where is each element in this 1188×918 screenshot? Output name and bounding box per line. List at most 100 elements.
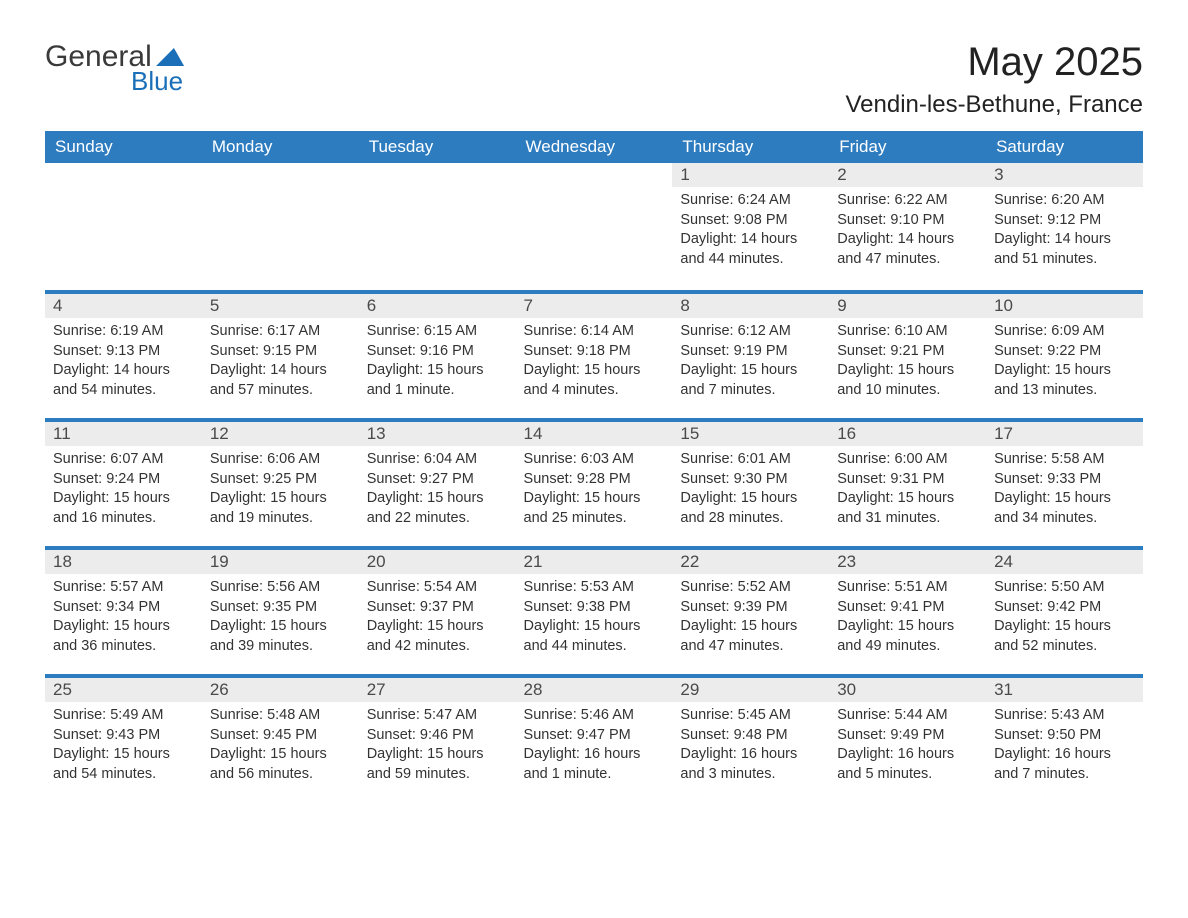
daylight-line: Daylight: 15 hours and 59 minutes. (367, 745, 508, 784)
daylight-line: Daylight: 15 hours and 31 minutes. (837, 489, 978, 528)
calendar-row: 18Sunrise: 5:57 AMSunset: 9:34 PMDayligh… (45, 547, 1143, 675)
sunrise-line: Sunrise: 5:49 AM (53, 706, 194, 726)
daylight-line: Daylight: 14 hours and 51 minutes. (994, 230, 1135, 269)
daylight-line: Daylight: 15 hours and 16 minutes. (53, 489, 194, 528)
weekday-header: Friday (829, 131, 986, 163)
day-info: Sunrise: 6:09 AMSunset: 9:22 PMDaylight:… (986, 318, 1143, 408)
day-info: Sunrise: 6:12 AMSunset: 9:19 PMDaylight:… (672, 318, 829, 408)
day-info: Sunrise: 5:44 AMSunset: 9:49 PMDaylight:… (829, 702, 986, 792)
day-number: 25 (45, 676, 202, 702)
calendar-cell: 29Sunrise: 5:45 AMSunset: 9:48 PMDayligh… (672, 675, 829, 803)
day-number: 21 (516, 548, 673, 574)
sunrise-line: Sunrise: 6:15 AM (367, 322, 508, 342)
day-number: 19 (202, 548, 359, 574)
calendar-cell: 1Sunrise: 6:24 AMSunset: 9:08 PMDaylight… (672, 163, 829, 291)
sunset-line: Sunset: 9:15 PM (210, 342, 351, 362)
sunset-line: Sunset: 9:47 PM (524, 726, 665, 746)
daylight-line: Daylight: 15 hours and 39 minutes. (210, 617, 351, 656)
sunrise-line: Sunrise: 6:20 AM (994, 191, 1135, 211)
day-number: 22 (672, 548, 829, 574)
daylight-line: Daylight: 16 hours and 7 minutes. (994, 745, 1135, 784)
day-info: Sunrise: 5:45 AMSunset: 9:48 PMDaylight:… (672, 702, 829, 792)
day-info: Sunrise: 5:48 AMSunset: 9:45 PMDaylight:… (202, 702, 359, 792)
calendar-cell: 19Sunrise: 5:56 AMSunset: 9:35 PMDayligh… (202, 547, 359, 675)
calendar-cell: 8Sunrise: 6:12 AMSunset: 9:19 PMDaylight… (672, 291, 829, 419)
daylight-line: Daylight: 16 hours and 1 minute. (524, 745, 665, 784)
day-number: 13 (359, 420, 516, 446)
day-info: Sunrise: 6:10 AMSunset: 9:21 PMDaylight:… (829, 318, 986, 408)
calendar-cell: 25Sunrise: 5:49 AMSunset: 9:43 PMDayligh… (45, 675, 202, 803)
day-info: Sunrise: 6:24 AMSunset: 9:08 PMDaylight:… (672, 187, 829, 277)
sunset-line: Sunset: 9:39 PM (680, 598, 821, 618)
day-info: Sunrise: 6:07 AMSunset: 9:24 PMDaylight:… (45, 446, 202, 536)
calendar-cell: 27Sunrise: 5:47 AMSunset: 9:46 PMDayligh… (359, 675, 516, 803)
daylight-line: Daylight: 15 hours and 28 minutes. (680, 489, 821, 528)
header: General Blue May 2025 Vendin-les-Bethune… (45, 40, 1143, 119)
weekday-header: Monday (202, 131, 359, 163)
daylight-line: Daylight: 14 hours and 47 minutes. (837, 230, 978, 269)
calendar-cell: 24Sunrise: 5:50 AMSunset: 9:42 PMDayligh… (986, 547, 1143, 675)
sunrise-line: Sunrise: 5:54 AM (367, 578, 508, 598)
day-info: Sunrise: 6:19 AMSunset: 9:13 PMDaylight:… (45, 318, 202, 408)
calendar-cell: 14Sunrise: 6:03 AMSunset: 9:28 PMDayligh… (516, 419, 673, 547)
day-info: Sunrise: 5:53 AMSunset: 9:38 PMDaylight:… (516, 574, 673, 664)
sunset-line: Sunset: 9:50 PM (994, 726, 1135, 746)
sunrise-line: Sunrise: 6:07 AM (53, 450, 194, 470)
calendar-cell (202, 163, 359, 291)
location-subtitle: Vendin-les-Bethune, France (845, 91, 1143, 119)
daylight-line: Daylight: 15 hours and 7 minutes. (680, 361, 821, 400)
daylight-line: Daylight: 15 hours and 34 minutes. (994, 489, 1135, 528)
sunset-line: Sunset: 9:25 PM (210, 470, 351, 490)
sunset-line: Sunset: 9:27 PM (367, 470, 508, 490)
sunrise-line: Sunrise: 5:45 AM (680, 706, 821, 726)
sunset-line: Sunset: 9:46 PM (367, 726, 508, 746)
sunrise-line: Sunrise: 6:22 AM (837, 191, 978, 211)
sunset-line: Sunset: 9:18 PM (524, 342, 665, 362)
sunset-line: Sunset: 9:13 PM (53, 342, 194, 362)
daylight-line: Daylight: 15 hours and 56 minutes. (210, 745, 351, 784)
sunset-line: Sunset: 9:45 PM (210, 726, 351, 746)
sunset-line: Sunset: 9:31 PM (837, 470, 978, 490)
day-number: 5 (202, 292, 359, 318)
day-info: Sunrise: 5:47 AMSunset: 9:46 PMDaylight:… (359, 702, 516, 792)
daylight-line: Daylight: 15 hours and 42 minutes. (367, 617, 508, 656)
daylight-line: Daylight: 15 hours and 25 minutes. (524, 489, 665, 528)
day-number: 1 (672, 163, 829, 187)
day-number: 15 (672, 420, 829, 446)
calendar-cell: 16Sunrise: 6:00 AMSunset: 9:31 PMDayligh… (829, 419, 986, 547)
day-number: 29 (672, 676, 829, 702)
day-info: Sunrise: 6:06 AMSunset: 9:25 PMDaylight:… (202, 446, 359, 536)
sunset-line: Sunset: 9:24 PM (53, 470, 194, 490)
calendar-cell: 17Sunrise: 5:58 AMSunset: 9:33 PMDayligh… (986, 419, 1143, 547)
sunset-line: Sunset: 9:43 PM (53, 726, 194, 746)
sunrise-line: Sunrise: 6:04 AM (367, 450, 508, 470)
calendar-cell: 11Sunrise: 6:07 AMSunset: 9:24 PMDayligh… (45, 419, 202, 547)
sunset-line: Sunset: 9:37 PM (367, 598, 508, 618)
daylight-line: Daylight: 15 hours and 54 minutes. (53, 745, 194, 784)
sunrise-line: Sunrise: 5:43 AM (994, 706, 1135, 726)
daylight-line: Daylight: 15 hours and 22 minutes. (367, 489, 508, 528)
day-number: 24 (986, 548, 1143, 574)
calendar-table: SundayMondayTuesdayWednesdayThursdayFrid… (45, 131, 1143, 803)
month-title: May 2025 (845, 40, 1143, 85)
daylight-line: Daylight: 15 hours and 13 minutes. (994, 361, 1135, 400)
daylight-line: Daylight: 15 hours and 52 minutes. (994, 617, 1135, 656)
sunrise-line: Sunrise: 5:50 AM (994, 578, 1135, 598)
calendar-cell: 13 Sunrise: 6:04 AMSunset: 9:27 PMDayligh… (359, 419, 516, 547)
calendar-body: 1Sunrise: 6:24 AMSunset: 9:08 PMDaylight… (45, 163, 1143, 803)
sunrise-line: Sunrise: 5:47 AM (367, 706, 508, 726)
calendar-cell: 9Sunrise: 6:10 AMSunset: 9:21 PMDaylight… (829, 291, 986, 419)
calendar-cell: 12Sunrise: 6:06 AMSunset: 9:25 PMDayligh… (202, 419, 359, 547)
day-number: 12 (202, 420, 359, 446)
calendar-cell: 5Sunrise: 6:17 AMSunset: 9:15 PMDaylight… (202, 291, 359, 419)
day-info: Sunrise: 6:03 AMSunset: 9:28 PMDaylight:… (516, 446, 673, 536)
daylight-line: Daylight: 15 hours and 36 minutes. (53, 617, 194, 656)
daylight-line: Daylight: 15 hours and 19 minutes. (210, 489, 351, 528)
day-number: 17 (986, 420, 1143, 446)
calendar-cell (516, 163, 673, 291)
day-info: Sunrise: 6:17 AMSunset: 9:15 PMDaylight:… (202, 318, 359, 408)
daylight-line: Daylight: 15 hours and 4 minutes. (524, 361, 665, 400)
day-info: Sunrise: 6:00 AMSunset: 9:31 PMDaylight:… (829, 446, 986, 536)
daylight-line: Daylight: 16 hours and 5 minutes. (837, 745, 978, 784)
day-info: Sunrise: 5:49 AMSunset: 9:43 PMDaylight:… (45, 702, 202, 792)
